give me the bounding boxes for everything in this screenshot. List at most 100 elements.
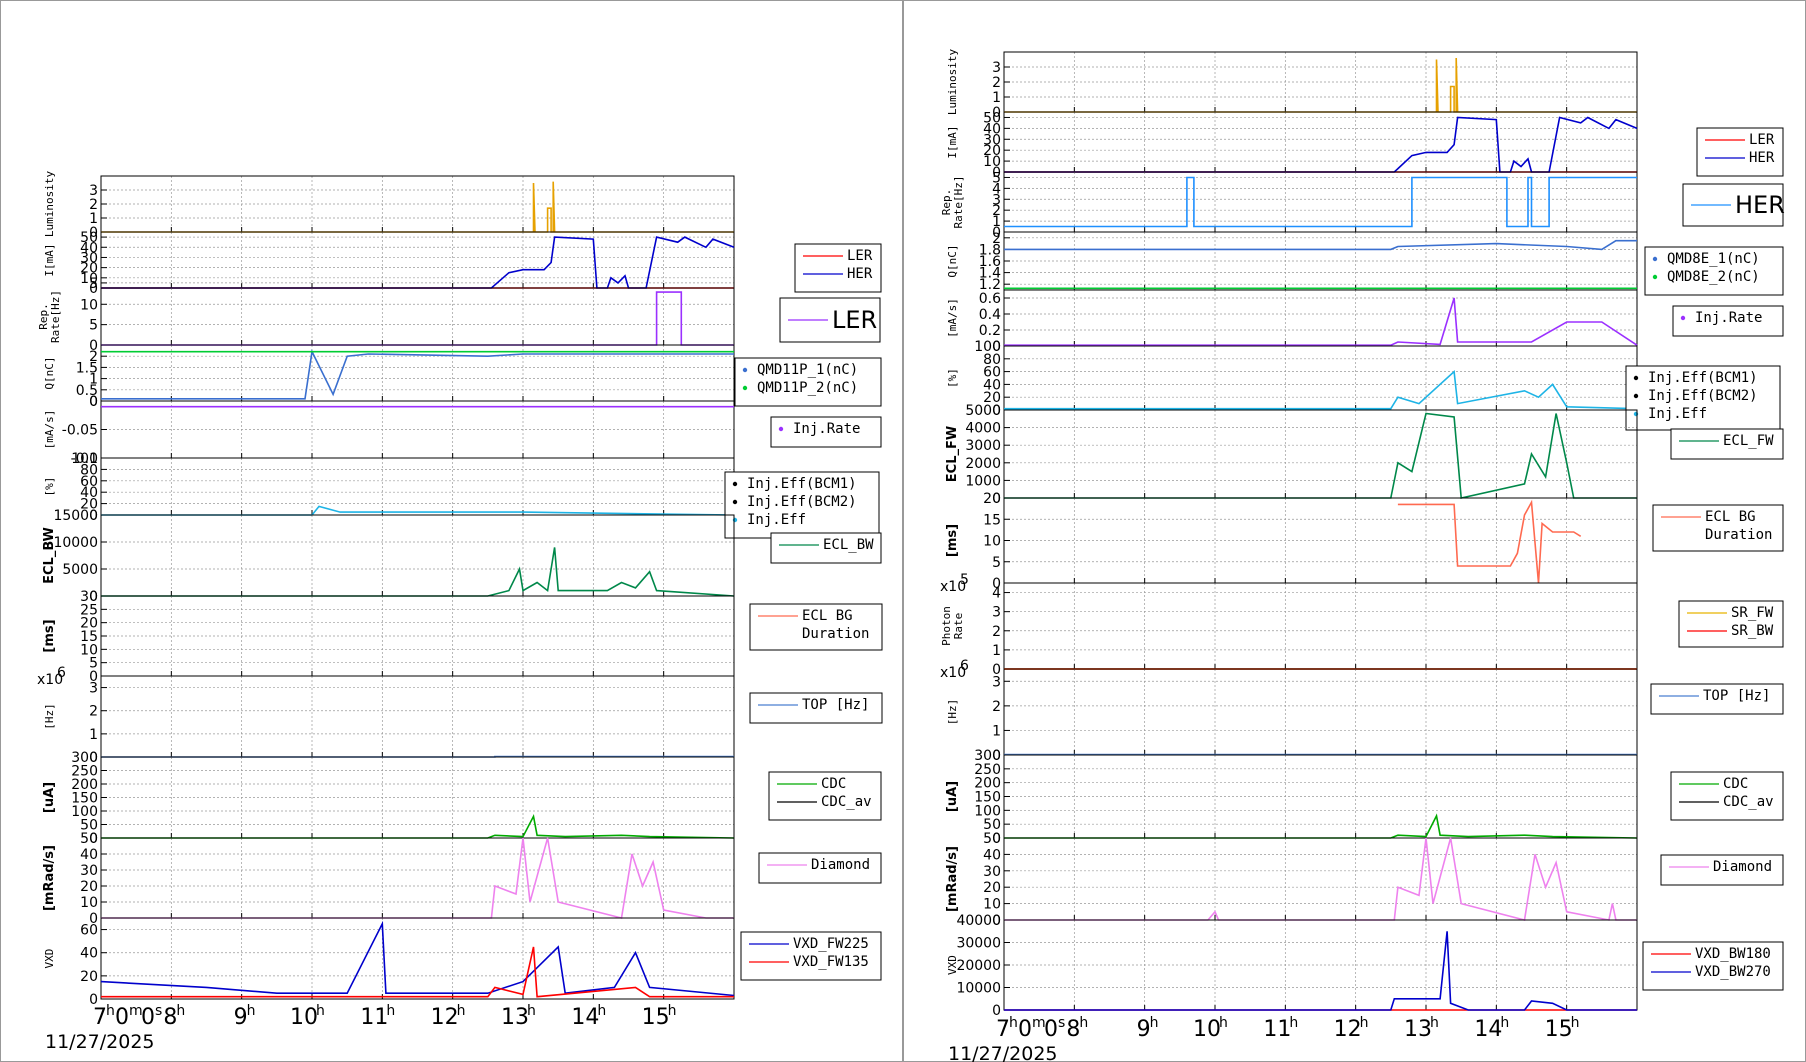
legend-injrate: Inj.Rate — [770, 416, 882, 448]
y-tick-label: 1 — [992, 214, 1001, 230]
legend-label: LER — [847, 248, 873, 264]
panel-frame — [1003, 409, 1638, 499]
x-tick-hour: 15 — [1545, 1017, 1573, 1042]
y-tick-label: 40 — [80, 485, 98, 501]
x-tick-label: 7 h 0 m0 s — [996, 1015, 1065, 1042]
x-tick-unit: h — [597, 1003, 606, 1019]
panel-frame — [1003, 111, 1638, 173]
x-tick-hour: 12 — [1334, 1017, 1362, 1042]
y-tick-label: 50 — [983, 831, 1001, 847]
y-tick-label: 2 — [992, 231, 1001, 247]
legend-label: HER — [1749, 150, 1775, 166]
x-tick-second: 0 — [1044, 1017, 1058, 1042]
y-tick-label: 3 — [89, 681, 98, 697]
y-tick-label: 0 — [992, 576, 1001, 592]
legend-label: TOP [Hz] — [802, 697, 869, 713]
series-line-inj-eff — [101, 505, 735, 516]
y-axis-label: Rep. — [37, 303, 50, 330]
y-tick-label: 1 — [89, 211, 98, 227]
legend-box — [758, 852, 882, 884]
y-tick-label: 20 — [80, 969, 98, 985]
y-tick-label: 1 — [992, 90, 1001, 106]
panel-frame — [1003, 582, 1638, 670]
y-tick-label: 40 — [80, 240, 98, 256]
y-tick-label: 4 — [992, 181, 1001, 197]
panel-frame — [1003, 668, 1638, 756]
y-tick-label: 1.2 — [979, 277, 1001, 293]
y-tick-label: 0 — [992, 105, 1001, 121]
series-line-vxd-fw225 — [100, 920, 735, 997]
legend-diamond: Diamond — [1660, 854, 1784, 886]
y-axis-label: VXD — [43, 949, 56, 969]
x-tick-label: 12h — [1334, 1015, 1369, 1042]
y-tick-label: 1.5 — [76, 360, 98, 376]
y-axis-label: Rep. — [940, 189, 953, 216]
legend-box — [1650, 683, 1784, 715]
legend-box — [770, 416, 882, 448]
y-tick-label: 20 — [983, 491, 1001, 507]
x-tick-unit: h — [1571, 1015, 1580, 1031]
x-tick-hour: 8 — [163, 1005, 177, 1030]
y-tick-label: 0 — [992, 913, 1001, 929]
x-tick-label: 14h — [571, 1003, 606, 1030]
panel-frame — [1003, 837, 1638, 921]
panel-frame — [100, 231, 735, 289]
legend-marker — [1633, 393, 1639, 399]
legend-label: QMD11P_2(nC) — [757, 380, 858, 396]
y-tick-label: 10 — [80, 297, 98, 313]
y-tick-label: 100 — [71, 451, 98, 467]
legend-label: Inj.Rate — [793, 421, 860, 437]
y-axis-label: I[mA] — [946, 125, 959, 158]
date-label: 11/27/2025 — [45, 1031, 155, 1053]
legend-current: LER HER — [794, 243, 882, 293]
x-tick-label: 10h — [290, 1003, 325, 1030]
legend-box — [749, 603, 883, 651]
legend-marker — [1633, 411, 1639, 417]
x-tick-hour: 12 — [431, 1005, 459, 1030]
legend-label: HER — [847, 266, 873, 282]
legend-label: QMD11P_1(nC) — [757, 362, 858, 378]
x-tick-unit: h — [1219, 1015, 1228, 1031]
legend-marker — [732, 517, 738, 523]
y-tick-label: 1.4 — [979, 266, 1001, 282]
y-tick-label: 5000 — [62, 562, 98, 578]
legend-label: LER — [1749, 132, 1775, 148]
y-tick-label: 30000 — [956, 936, 1001, 952]
x-tick-hour: 13 — [501, 1005, 529, 1030]
y-tick-label: 0 — [89, 750, 98, 766]
x-tick-label: 15h — [1545, 1015, 1580, 1042]
y-axis-label: Rate — [952, 613, 965, 640]
x-tick-label: 11h — [360, 1003, 395, 1030]
legend-label: ECL BG — [1705, 509, 1756, 525]
legend-box — [724, 471, 880, 539]
y-axis-label: [mRad/s] — [945, 846, 960, 912]
panel-frame — [100, 917, 735, 1000]
y-axis-label: [uA] — [945, 781, 960, 812]
y-tick-label: 200 — [71, 777, 98, 793]
y-tick-label: 40 — [80, 946, 98, 962]
x-tick-hour: 8 — [1066, 1017, 1080, 1042]
x-tick-label: 13h — [1404, 1015, 1439, 1042]
x-tick-hour: 9 — [1137, 1017, 1151, 1042]
y-axis-multiplier-exponent: 6 — [960, 658, 969, 674]
y-tick-label: 100 — [974, 339, 1001, 355]
y-axis-label: VXD — [946, 955, 959, 975]
y-tick-label: 50 — [983, 817, 1001, 833]
x-tick-unit: m — [1032, 1015, 1046, 1031]
y-tick-label: 2 — [992, 203, 1001, 219]
y-tick-label: 2 — [89, 349, 98, 365]
